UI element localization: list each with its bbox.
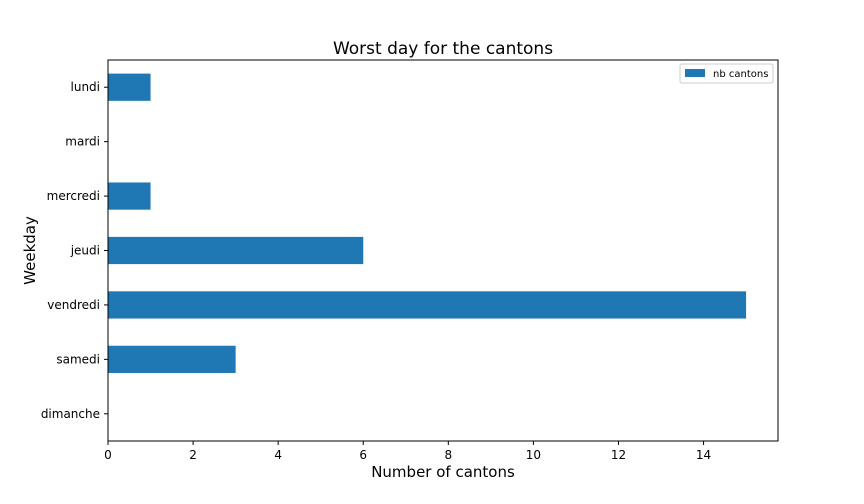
chart-title: Worst day for the cantons <box>333 39 553 59</box>
x-axis: 0 2 4 6 8 10 12 14 <box>104 441 711 462</box>
y-tick-label: jeudi <box>70 244 100 258</box>
bar-jeudi <box>108 236 364 265</box>
x-tick-label: 2 <box>189 448 197 462</box>
legend-frame <box>679 63 774 84</box>
bar-lundi <box>108 73 151 101</box>
y-tick-label: mercredi <box>47 189 100 203</box>
x-tick-label: 8 <box>444 448 452 462</box>
bar-samedi <box>108 345 236 373</box>
y-tick-label: samedi <box>56 352 100 366</box>
legend-swatch <box>685 69 705 77</box>
x-tick-label: 14 <box>696 448 711 462</box>
x-tick-label: 0 <box>104 448 112 462</box>
y-axis-label: Weekday <box>21 216 39 285</box>
bar-vendredi <box>108 291 747 319</box>
x-axis-label: Number of cantons <box>371 463 515 481</box>
x-tick-label: 6 <box>359 448 367 462</box>
y-axis: lundi mardi mercredi jeudi vendredi samedi dim… <box>41 80 108 421</box>
y-tick-label: dimanche <box>41 407 100 421</box>
x-tick-label: 10 <box>526 448 541 462</box>
legend: nb cantons <box>679 63 774 84</box>
y-tick-label: mardi <box>65 135 100 149</box>
y-tick-label: lundi <box>71 80 101 94</box>
bars-layer <box>108 73 747 373</box>
bar-mercredi <box>108 182 151 210</box>
x-tick-label: 12 <box>611 448 626 462</box>
y-tick-label: vendredi <box>47 298 100 312</box>
x-tick-label: 4 <box>274 448 282 462</box>
legend-label: nb cantons <box>713 69 768 80</box>
